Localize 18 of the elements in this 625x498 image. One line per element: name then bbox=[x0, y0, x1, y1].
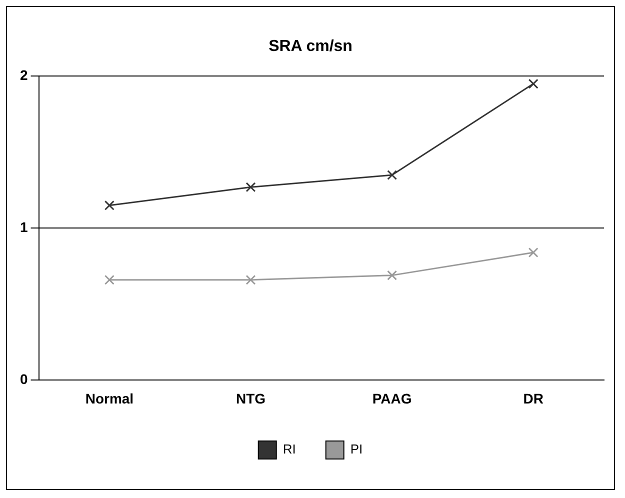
point bbox=[528, 78, 538, 89]
y-tick-label: 1 bbox=[20, 219, 28, 236]
point bbox=[387, 270, 398, 280]
y-tick-label: 2 bbox=[20, 67, 28, 84]
point bbox=[387, 170, 398, 180]
point bbox=[246, 274, 256, 285]
point bbox=[104, 274, 114, 285]
x-tick-label: NTG bbox=[236, 390, 266, 406]
x-tick-label: Normal bbox=[85, 390, 134, 406]
x-tick-label: DR bbox=[523, 390, 544, 406]
point bbox=[246, 182, 256, 192]
chart-title: SRA cm/sn bbox=[268, 38, 352, 56]
point bbox=[104, 200, 114, 210]
y-tick-label: 0 bbox=[20, 371, 28, 388]
legend-label: RI bbox=[282, 442, 296, 457]
point bbox=[528, 248, 538, 258]
legend-label: PI bbox=[350, 442, 363, 457]
x-tick-label: PAAG bbox=[372, 390, 412, 406]
